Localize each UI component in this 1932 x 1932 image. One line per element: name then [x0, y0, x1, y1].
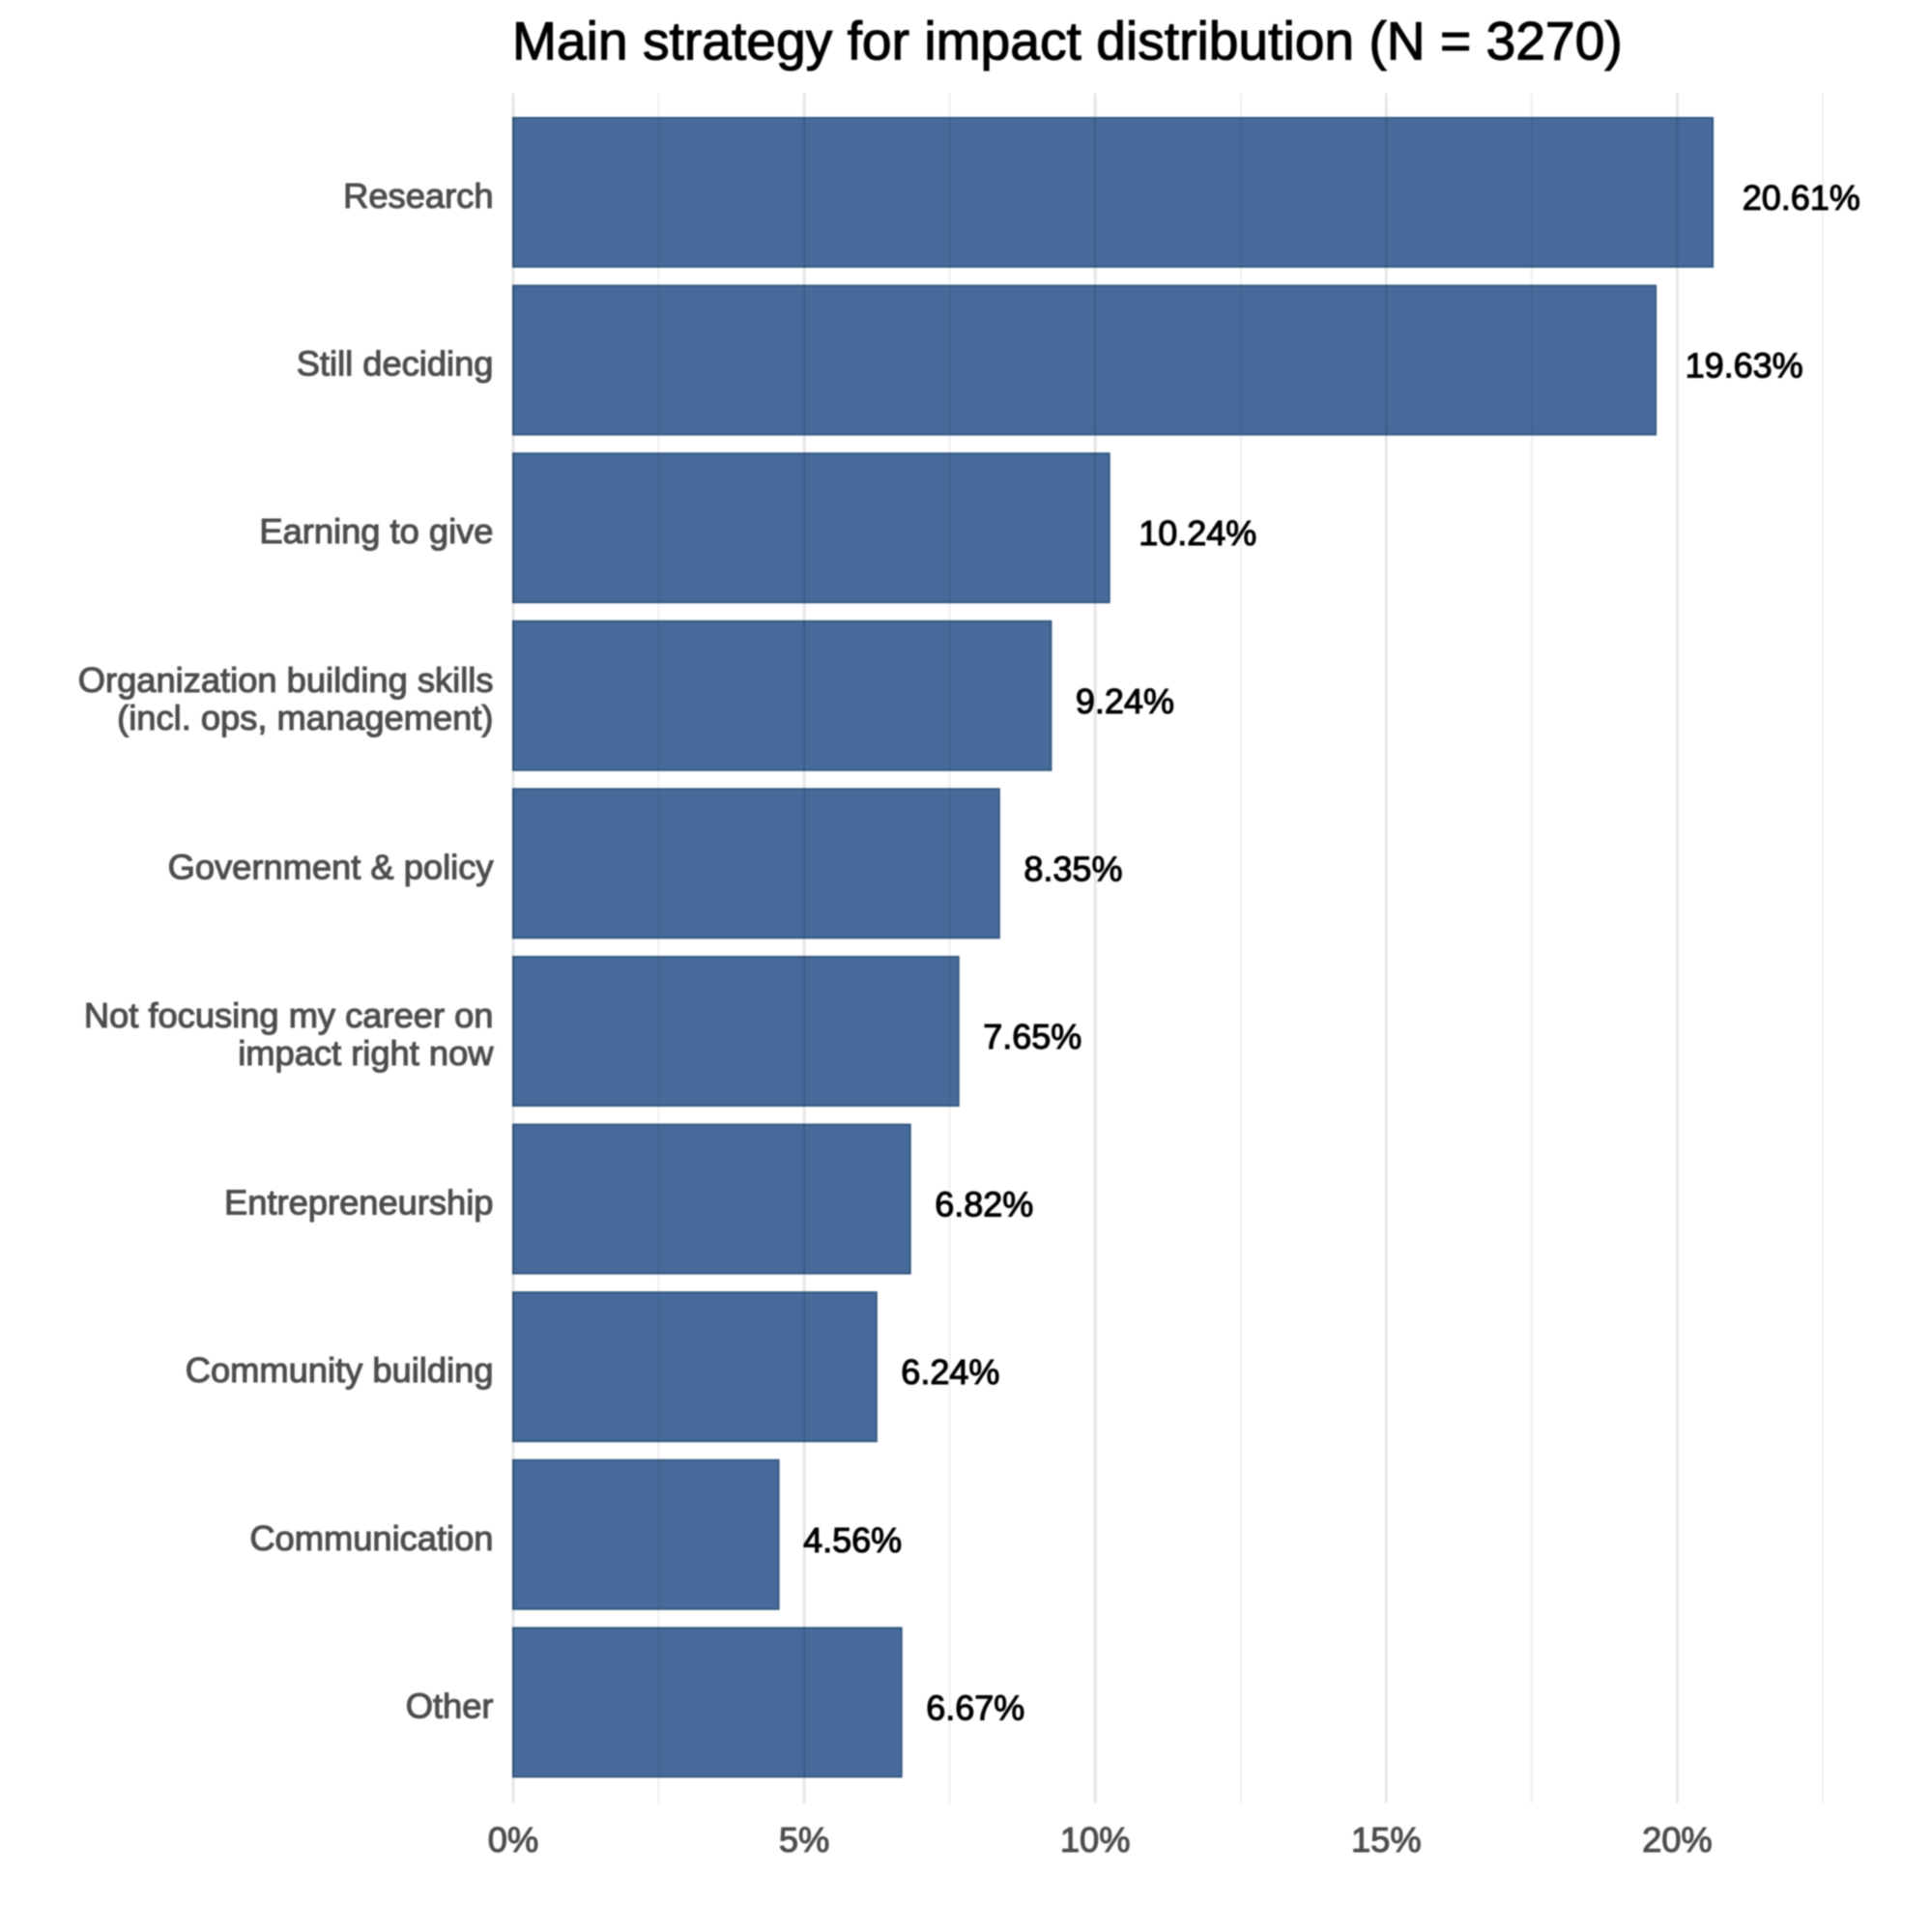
svg-text:6.82%: 6.82%: [935, 1185, 1033, 1225]
svg-text:Research: Research: [343, 176, 493, 216]
svg-text:7.65%: 7.65%: [983, 1017, 1081, 1056]
svg-text:8.35%: 8.35%: [1024, 849, 1122, 888]
svg-text:Communication: Communication: [249, 1518, 493, 1558]
svg-text:Community building: Community building: [186, 1350, 494, 1390]
svg-text:20.61%: 20.61%: [1743, 178, 1860, 217]
svg-text:20%: 20%: [1642, 1820, 1713, 1860]
svg-text:6.67%: 6.67%: [926, 1687, 1024, 1727]
svg-text:Other: Other: [406, 1686, 494, 1725]
svg-text:Entrepreneurship: Entrepreneurship: [224, 1183, 493, 1223]
svg-text:Organization building skills: Organization building skills: [78, 660, 494, 700]
svg-text:Not focusing my career on: Not focusing my career on: [84, 995, 494, 1035]
svg-text:6.24%: 6.24%: [901, 1352, 999, 1392]
svg-text:Earning to give: Earning to give: [259, 511, 493, 551]
svg-text:Government & policy: Government & policy: [168, 847, 495, 886]
svg-text:15%: 15%: [1351, 1820, 1422, 1860]
svg-text:9.24%: 9.24%: [1076, 681, 1174, 721]
svg-text:10%: 10%: [1060, 1820, 1131, 1860]
svg-text:Still deciding: Still deciding: [297, 344, 494, 384]
svg-text:5%: 5%: [779, 1820, 829, 1860]
svg-text:0%: 0%: [488, 1820, 538, 1860]
svg-text:10.24%: 10.24%: [1139, 513, 1256, 553]
svg-text:19.63%: 19.63%: [1686, 346, 1803, 386]
svg-text:4.56%: 4.56%: [803, 1520, 902, 1560]
svg-text:(incl. ops, management): (incl. ops, management): [117, 698, 493, 737]
svg-text:impact right now: impact right now: [238, 1033, 494, 1073]
svg-text:Main strategy for impact distr: Main strategy for impact distribution (N…: [512, 12, 1623, 72]
